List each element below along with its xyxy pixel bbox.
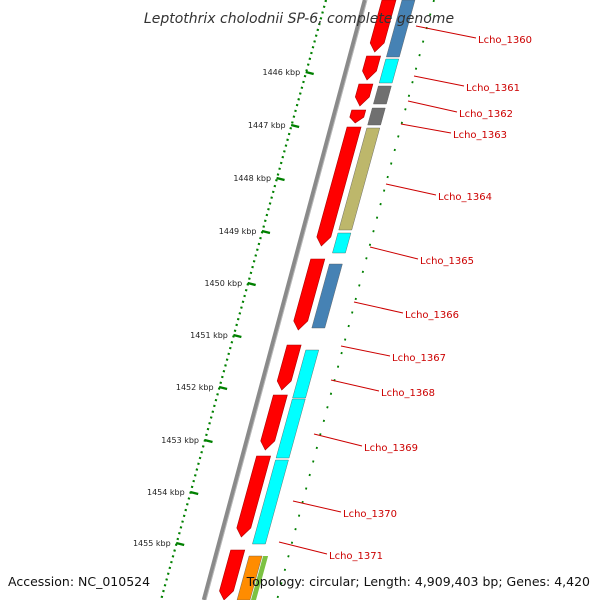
gene-leader-line (313, 433, 363, 447)
scale-tick-mark (218, 385, 228, 391)
map-title: Leptothrix cholodnii SP-6, complete geno… (144, 11, 454, 27)
cds-arrow (369, 0, 397, 53)
scale-tick-label: 1451 kbp (190, 331, 228, 340)
orf-block (367, 107, 386, 126)
scale-tick-label: 1453 kbp (161, 436, 199, 445)
orf-block (332, 232, 352, 254)
orf-block (386, 0, 416, 58)
gene-leader-line (407, 100, 458, 113)
accession-text: Accession: NC_010524 (8, 574, 150, 589)
gene-label: Lcho_1370 (343, 509, 397, 520)
scale-tick-label: 1446 kbp (262, 68, 300, 77)
gene-leader-line (340, 345, 391, 357)
gene-label: Lcho_1371 (329, 551, 383, 562)
cds-features (219, 0, 397, 600)
gene-leader-line (385, 183, 437, 196)
gene-leader-line (369, 246, 419, 260)
gene-leader-line (292, 500, 342, 513)
scale-tick-label: 1450 kbp (204, 279, 242, 288)
gene-label: Lcho_1368 (381, 388, 435, 399)
scale-tick-mark (204, 438, 213, 444)
scale-tick-mark (290, 123, 300, 129)
orf-block (251, 556, 269, 600)
cds-arrow (355, 83, 374, 107)
gene-label: Lcho_1369 (364, 443, 418, 454)
scale-tick-mark (247, 281, 256, 287)
cds-arrow (293, 258, 326, 331)
scale-tick-mark (261, 229, 271, 235)
gene-label: Lcho_1360 (478, 35, 532, 46)
cds-arrow (316, 126, 362, 247)
scale-ticks: 1446 kbp 1447 kbp 1448 kbp 1449 kbp 1450 kbp… (133, 68, 314, 548)
gene-leader-line (415, 25, 477, 39)
orf-block (338, 127, 381, 231)
scale-ring (159, 0, 328, 600)
orf-features (236, 0, 416, 600)
gene-leader-line (330, 379, 380, 392)
scale-tick-mark (276, 176, 285, 182)
gene-leader-line (413, 75, 465, 87)
gene-label: Lcho_1361 (466, 83, 520, 94)
scale-tick-label: 1447 kbp (248, 121, 286, 130)
gene-label: Lcho_1364 (438, 192, 492, 203)
scale-tick-label: 1452 kbp (176, 383, 214, 392)
scale-tick-mark (233, 333, 242, 339)
genome-backbone (201, 0, 368, 600)
orf-block (252, 459, 289, 545)
gene-label: Lcho_1365 (420, 256, 474, 267)
cds-arrow (349, 109, 367, 124)
scale-tick-label: 1455 kbp (133, 539, 171, 548)
gene-leader-line (278, 541, 328, 555)
scale-tick-label: 1454 kbp (147, 488, 185, 497)
orf-block (378, 58, 400, 84)
genome-backbone-highlight (205, 0, 368, 600)
cds-arrow (260, 394, 288, 451)
gene-label: Lcho_1362 (459, 109, 513, 120)
orf-block (275, 398, 306, 459)
cds-arrow (362, 55, 381, 81)
genome-summary-text: Topology: circular; Length: 4,909,403 bp… (246, 574, 590, 589)
gene-leader-line (353, 301, 404, 314)
gene-label: Lcho_1367 (392, 353, 446, 364)
gene-label: Lcho_1363 (453, 130, 507, 141)
scale-tick-mark (305, 70, 314, 76)
orf-block (311, 263, 343, 329)
scale-tick-mark (175, 541, 185, 547)
orf-block (236, 555, 263, 600)
scale-tick-label: 1448 kbp (233, 174, 271, 183)
orf-block (292, 349, 320, 399)
gene-label: Lcho_1366 (405, 310, 459, 321)
scale-tick-mark (189, 490, 199, 496)
cds-arrow (236, 455, 271, 538)
scale-tick-label: 1449 kbp (219, 227, 257, 236)
gene-leader-line (400, 123, 452, 134)
cds-arrow (276, 344, 302, 391)
orf-block (373, 85, 392, 105)
cds-arrow (219, 549, 246, 600)
gene-labels: Lcho_1360 Lcho_1361 Lcho_1362 Lcho_1363 Lcho… (278, 25, 532, 562)
